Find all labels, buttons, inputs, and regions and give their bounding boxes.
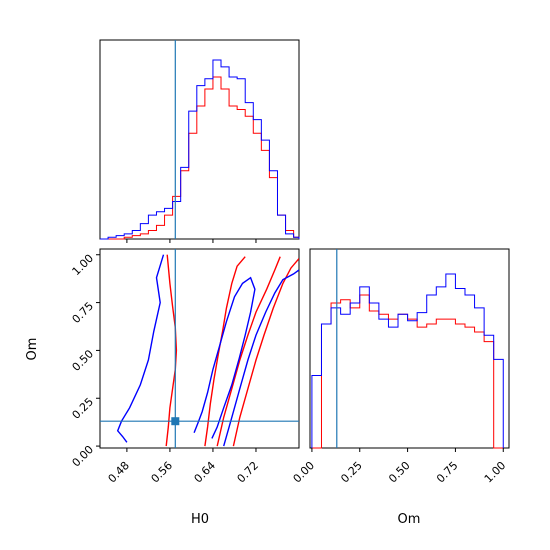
om-x-tick-label-1: 0.25 <box>338 459 365 486</box>
x-axis-label-om: Om <box>398 512 421 527</box>
h0-histogram-series-blue <box>100 59 300 240</box>
om-histogram-bars <box>311 273 504 449</box>
h0-histogram-series-red <box>100 76 300 240</box>
h0-om-contours <box>116 254 299 447</box>
om-histogram-frame <box>309 248 510 449</box>
x-axis-label-h0: H0 <box>191 512 209 527</box>
truth-marker <box>171 417 180 426</box>
om-y-tick-label-4: 1.00 <box>70 252 97 279</box>
om-x-tick-label-2: 0.50 <box>386 459 413 486</box>
om-y-tick-label-3: 0.75 <box>70 300 97 327</box>
h0-histogram-frame <box>99 39 300 240</box>
contour-line-blue-5 <box>193 276 256 439</box>
om-x-tick-label-3: 0.75 <box>434 459 461 486</box>
h0-om-contour-frame <box>99 248 300 449</box>
h0-x-tick-label-1: 0.56 <box>149 459 176 486</box>
om-x-tick-label-0: 0.00 <box>291 459 318 486</box>
contour-line-red-3 <box>232 258 299 447</box>
h0-x-tick-label-2: 0.64 <box>192 459 219 486</box>
contour-line-blue-6 <box>223 269 299 447</box>
om-x-tick-label-4: 1.00 <box>482 459 509 486</box>
om-y-tick-label-0: 0.00 <box>70 443 97 470</box>
om-y-tick-label-1: 0.25 <box>70 395 97 422</box>
om-y-tick-label-2: 0.50 <box>70 347 97 374</box>
h0-x-tick-label-0: 0.48 <box>105 459 132 486</box>
contour-line-blue-4 <box>116 254 165 443</box>
y-axis-label-om: Om <box>25 338 40 361</box>
contour-line-red-2 <box>216 256 281 447</box>
om-histogram-series-blue <box>311 273 504 448</box>
h0-x-tick-label-3: 0.72 <box>235 459 262 486</box>
h0-histogram-bars <box>100 59 300 240</box>
